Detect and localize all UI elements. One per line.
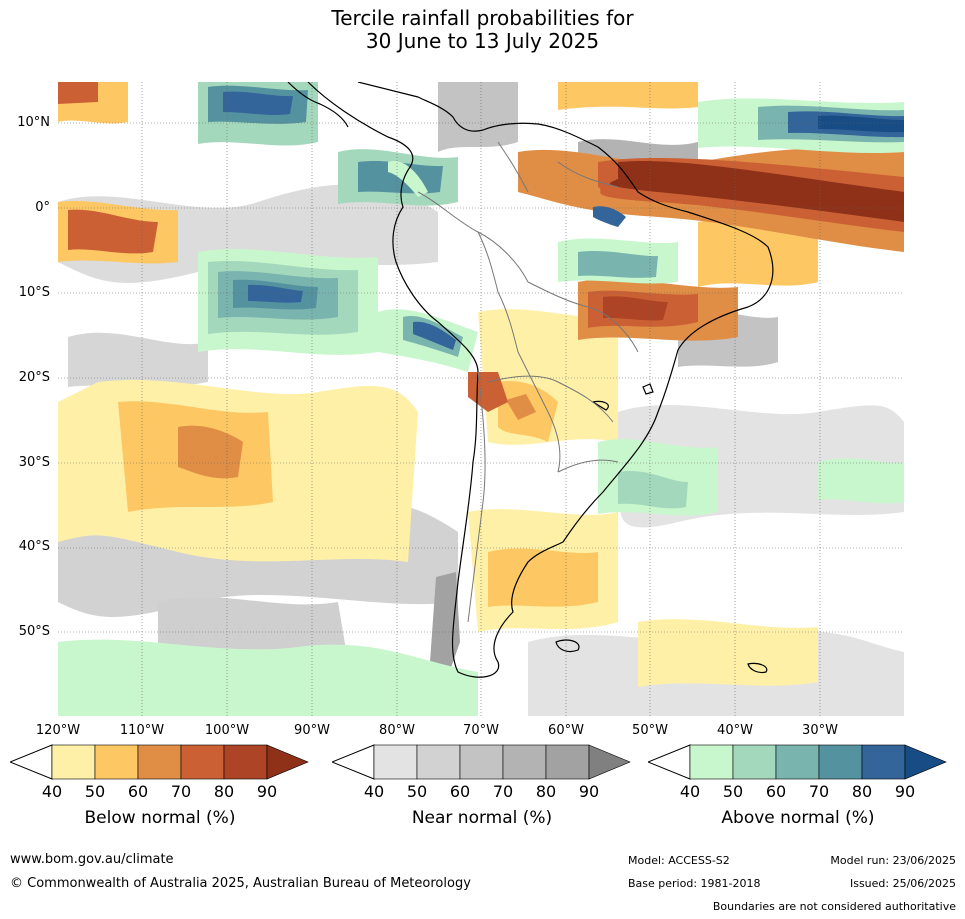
colorbar-swatch (94, 744, 139, 780)
colorbar-swatch (502, 744, 547, 780)
colorbar-tick: 70 (808, 782, 830, 801)
colorbar-lower-arrow (10, 744, 53, 780)
colorbar-upper-arrow (904, 744, 947, 780)
model-run-date: Model run: 23/06/2025 (830, 854, 956, 867)
lon-label: 100°W (204, 723, 250, 738)
lat-label: 30°S (18, 455, 50, 470)
colorbar-lower-arrow (648, 744, 691, 780)
rainfall-probability-map (58, 82, 904, 716)
colorbar-tick: 70 (170, 782, 192, 801)
lat-label: 20°S (18, 370, 50, 385)
colorbar-tick: 60 (765, 782, 787, 801)
bom-climate-link[interactable]: www.bom.gov.au/climate (10, 852, 174, 867)
colorbar-tick: 80 (535, 782, 557, 801)
below-normal-colorbar (10, 744, 309, 780)
colorbar-tick: 50 (84, 782, 106, 801)
base-period: Base period: 1981-2018 (628, 877, 761, 890)
colorbar-swatch (223, 744, 268, 780)
colorbar-tick: 40 (679, 782, 701, 801)
lon-label: 30°W (802, 723, 838, 738)
lon-label: 50°W (632, 723, 668, 738)
lon-label: 90°W (294, 723, 330, 738)
colorbar-tick: 70 (492, 782, 514, 801)
colorbar-swatch (180, 744, 225, 780)
graticule (58, 82, 904, 716)
lat-label: 10°N (17, 115, 50, 130)
lon-label: 110°W (119, 723, 165, 738)
colorbar-tick: 40 (363, 782, 385, 801)
lat-label: 40°S (18, 539, 50, 554)
lon-label: 120°W (35, 723, 81, 738)
colorbar-swatch (545, 744, 590, 780)
colorbar-swatch (416, 744, 461, 780)
colorbar-tick: 80 (213, 782, 235, 801)
colorbar-tick: 90 (578, 782, 600, 801)
colorbar-swatch (51, 744, 96, 780)
below-normal-title: Below normal (%) (84, 808, 236, 828)
lat-label: 10°S (18, 285, 50, 300)
colorbar-swatch (732, 744, 777, 780)
model-name: Model: ACCESS-S2 (628, 854, 730, 867)
colorbar-tick: 60 (449, 782, 471, 801)
colorbar-swatch (689, 744, 734, 780)
colorbar-upper-arrow (266, 744, 309, 780)
boundaries-disclaimer: Boundaries are not considered authoritat… (712, 900, 956, 913)
near-normal-title: Near normal (%) (411, 808, 553, 828)
colorbar-tick: 60 (127, 782, 149, 801)
colorbar-swatch (818, 744, 863, 780)
colorbar-upper-arrow (588, 744, 631, 780)
lon-label: 60°W (548, 723, 584, 738)
colorbar-tick: 90 (256, 782, 278, 801)
issued-date: Issued: 25/06/2025 (849, 877, 956, 890)
lon-label: 80°W (379, 723, 415, 738)
colorbar-tick: 90 (894, 782, 916, 801)
lat-label: 0° (35, 200, 50, 215)
colorbar-swatch (775, 744, 820, 780)
colorbar-tick: 80 (851, 782, 873, 801)
copyright-text: © Commonwealth of Australia 2025, Austra… (10, 876, 471, 891)
lon-label: 40°W (717, 723, 753, 738)
colorbar-tick: 40 (41, 782, 63, 801)
colorbar-swatch (861, 744, 906, 780)
above-normal-colorbar (648, 744, 947, 780)
colorbar-swatch (137, 744, 182, 780)
lat-label: 50°S (18, 624, 50, 639)
colorbar-swatch (373, 744, 418, 780)
country-borders (417, 141, 639, 623)
colorbar-tick: 50 (406, 782, 428, 801)
map-title-line-1: Tercile rainfall probabilities for (331, 6, 634, 30)
probability-shading (58, 82, 904, 716)
colorbar-tick: 50 (722, 782, 744, 801)
colorbar-lower-arrow (332, 744, 375, 780)
colorbar-swatch (459, 744, 504, 780)
map-title-line-2: 30 June to 13 July 2025 (365, 29, 600, 53)
lon-label: 70°W (463, 723, 499, 738)
south-america-coastline (287, 82, 774, 678)
above-normal-title: Above normal (%) (721, 808, 875, 828)
near-normal-colorbar (332, 744, 631, 780)
